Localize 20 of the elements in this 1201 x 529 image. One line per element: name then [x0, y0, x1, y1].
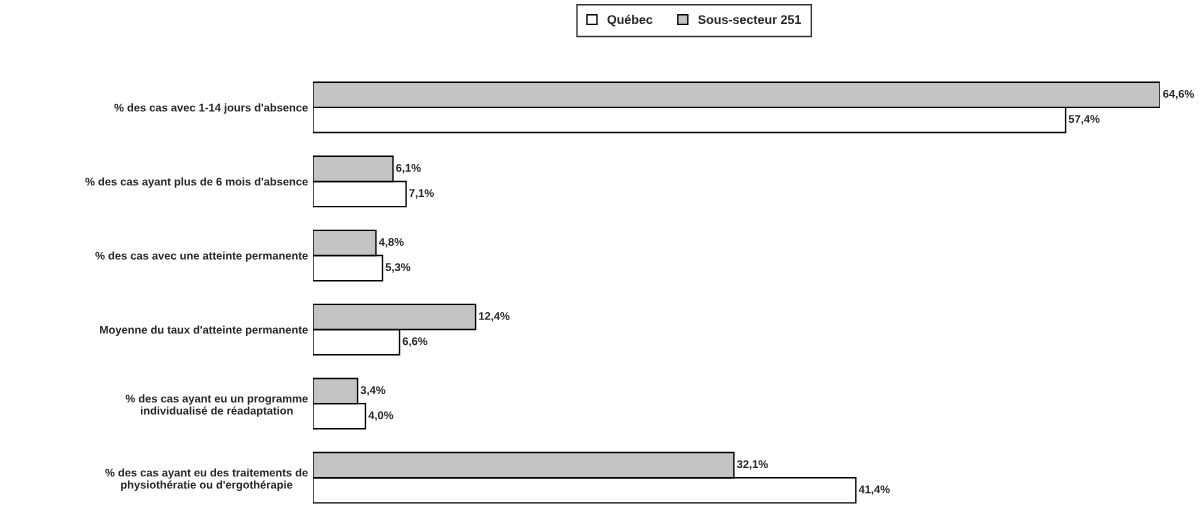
- y-tick-label: % des cas ayant eu des traitements de physiothératie ou d'ergothérapie: [105, 468, 308, 491]
- y-tick-label: Moyenne du taux d'atteinte permanente: [100, 325, 308, 336]
- data-label: 7,1%: [409, 189, 434, 199]
- y-tick-label: % des cas ayant plus de 6 mois d'absence: [85, 177, 308, 188]
- data-label: 6,6%: [402, 337, 428, 347]
- data-label: 5,3%: [385, 263, 411, 273]
- legend-label: Québec: [607, 14, 653, 27]
- data-label: 3,4%: [360, 386, 386, 396]
- legend-label: Sous-secteur 251: [698, 15, 801, 25]
- data-label: 32,1%: [736, 460, 768, 470]
- data-label: 57,4%: [1068, 115, 1100, 125]
- y-tick-label: % des cas avec 1-14 jours d'absence: [114, 103, 308, 114]
- data-label: 64,6%: [1163, 89, 1194, 100]
- y-tick-label: % des cas avec une atteinte permanente: [95, 251, 308, 262]
- y-tick-label: % des cas ayant eu un programme individualisé de réadaptation: [125, 394, 308, 417]
- data-label: 6,1%: [396, 163, 421, 174]
- data-label: 12,4%: [479, 312, 510, 322]
- data-label: 4,8%: [378, 238, 404, 248]
- data-label: 4,0%: [368, 411, 394, 421]
- data-label: 41,4%: [858, 485, 890, 495]
